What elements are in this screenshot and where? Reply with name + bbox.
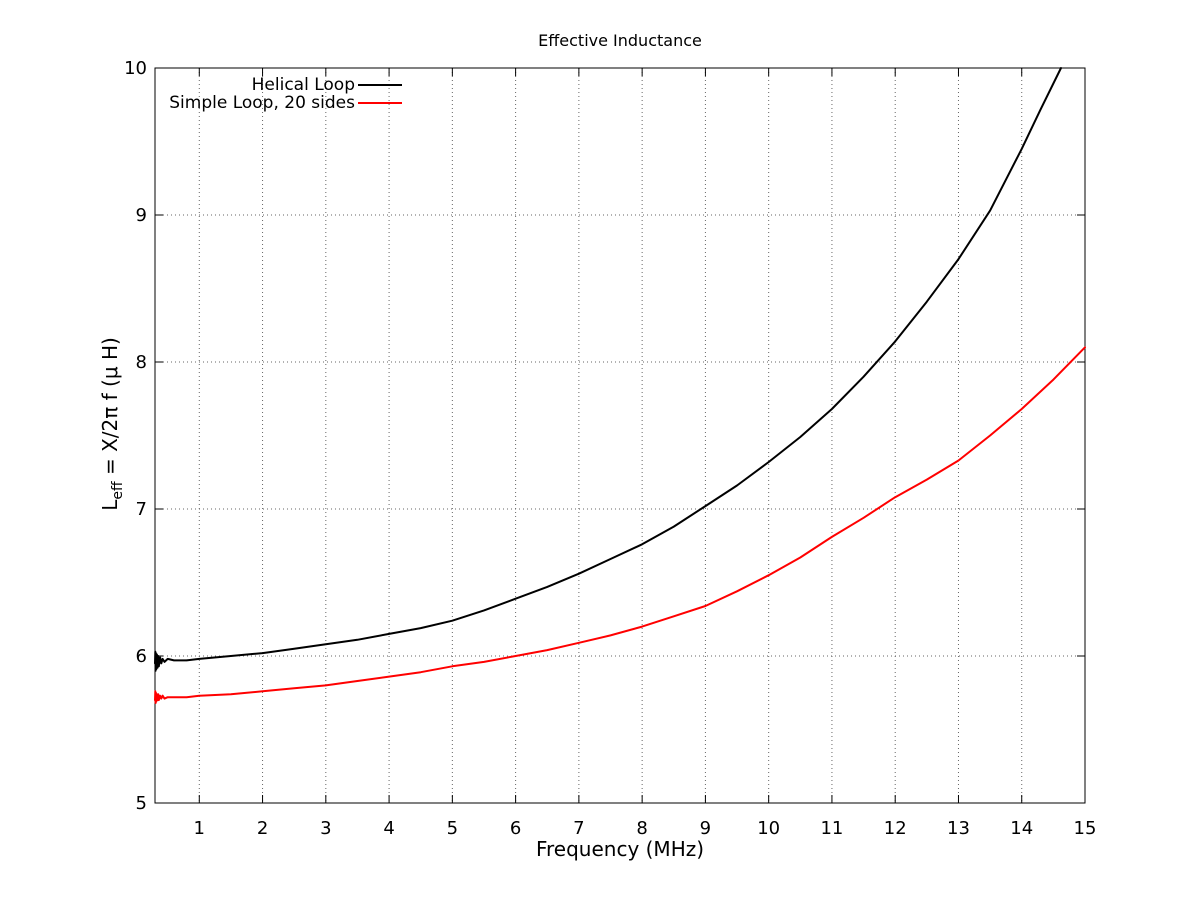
- x-tick-label: 12: [884, 818, 907, 839]
- legend-line-sample-helical-loop: [358, 84, 402, 86]
- x-tick-label: 15: [1074, 818, 1097, 839]
- legend-item-helical-loop: Helical Loop: [0, 75, 402, 95]
- y-tick-label: 5: [136, 793, 147, 814]
- legend-label-helical-loop: Helical Loop: [251, 75, 355, 95]
- x-tick-label: 6: [510, 818, 521, 839]
- chart-title: Effective Inductance: [538, 31, 702, 50]
- x-tick-label: 5: [447, 818, 458, 839]
- series-simple-loop-20-sides: [154, 346, 1086, 704]
- x-tick-label: 1: [194, 818, 205, 839]
- legend: Helical Loop Simple Loop, 20 sides: [0, 75, 402, 113]
- x-tick-label: 13: [947, 818, 970, 839]
- legend-label-simple-loop: Simple Loop, 20 sides: [169, 93, 355, 113]
- y-axis-label: Leff = X/2π f (μ H): [98, 337, 126, 511]
- legend-line-sample-simple-loop: [358, 102, 402, 104]
- y-tick-label: 9: [136, 205, 147, 226]
- y-tick-label: 6: [136, 646, 147, 667]
- x-axis-label: Frequency (MHz): [535, 837, 705, 861]
- y-tick-label: 10: [124, 58, 147, 79]
- x-tick-label: 2: [257, 818, 268, 839]
- x-tick-label: 8: [636, 818, 647, 839]
- y-axis-label-subscript: eff: [110, 481, 126, 500]
- y-tick-label: 7: [136, 499, 147, 520]
- legend-item-simple-loop: Simple Loop, 20 sides: [0, 93, 402, 113]
- x-tick-label: 7: [573, 818, 584, 839]
- plot-border: [154, 67, 1086, 804]
- x-tick-label: 14: [1010, 818, 1033, 839]
- x-tick-label: 11: [820, 818, 843, 839]
- y-tick-label: 8: [136, 352, 147, 373]
- x-tick-label: 9: [700, 818, 711, 839]
- y-axis-label-suffix: = X/2π f (μ H): [98, 337, 122, 482]
- x-tick-label: 10: [757, 818, 780, 839]
- series-helical-loop: [154, 67, 1062, 672]
- y-axis-label-prefix: L: [98, 499, 122, 511]
- x-tick-label: 4: [383, 818, 394, 839]
- x-tick-label: 3: [320, 818, 331, 839]
